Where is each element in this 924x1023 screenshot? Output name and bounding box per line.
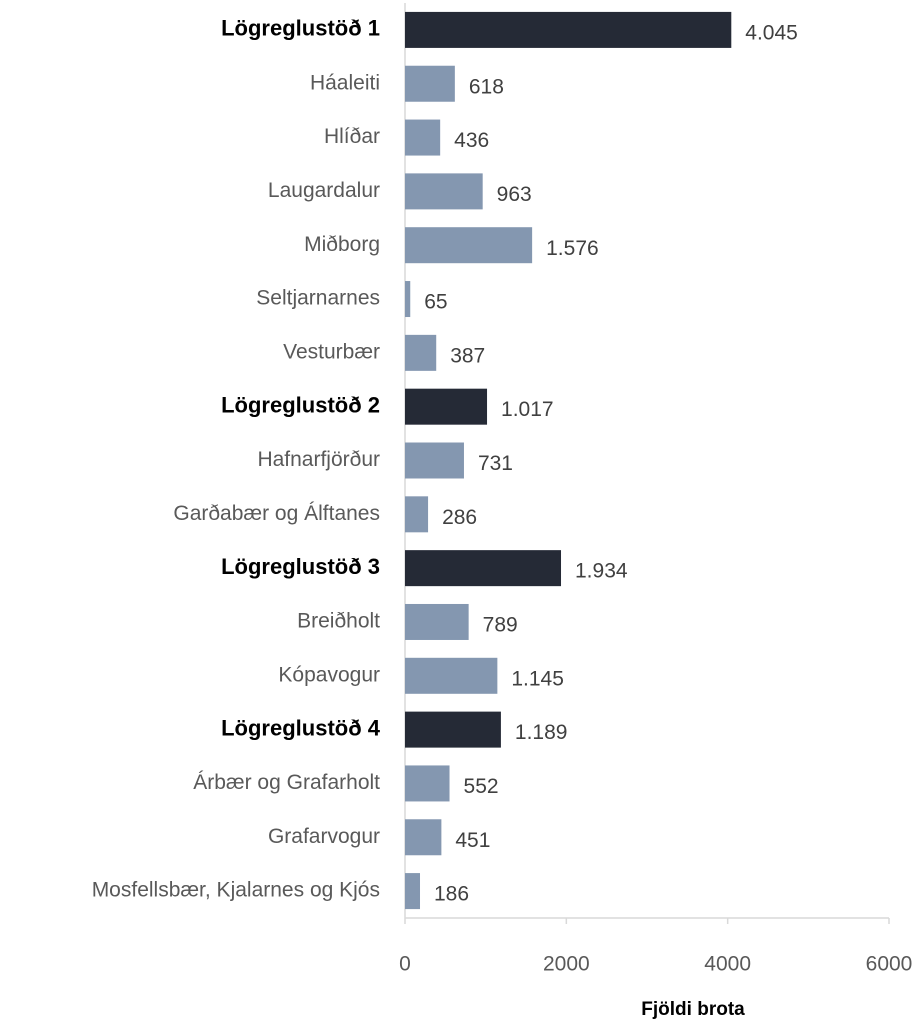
value-label: 451	[455, 829, 490, 852]
value-label: 963	[497, 183, 532, 206]
category-label: Kópavogur	[278, 663, 380, 686]
category-label: Seltjarnarnes	[256, 287, 380, 310]
category-label: Vesturbær	[283, 340, 380, 363]
x-tick-label: 2000	[543, 953, 590, 976]
value-label: 436	[454, 129, 489, 152]
value-label: 286	[442, 506, 477, 529]
category-label: Hafnarfjörður	[257, 448, 380, 471]
category-label: Breiðholt	[297, 610, 380, 633]
value-label: 618	[469, 75, 504, 98]
x-tick-label: 4000	[704, 953, 751, 976]
bar	[405, 603, 469, 640]
category-label: Miðborg	[304, 233, 380, 256]
value-label: 1.145	[511, 667, 564, 690]
value-label: 65	[424, 291, 447, 314]
value-label: 1.189	[515, 721, 568, 744]
bar	[405, 334, 437, 371]
bar	[405, 550, 562, 587]
bar	[405, 119, 441, 156]
bar	[405, 173, 483, 210]
bar	[405, 442, 464, 479]
value-label: 789	[483, 614, 518, 637]
value-label: 1.934	[575, 560, 628, 583]
value-label: 731	[478, 452, 513, 475]
x-axis-label: Fjöldi brota	[641, 999, 745, 1020]
category-label: Lögreglustöð 3	[221, 554, 380, 579]
category-label: Lögreglustöð 4	[221, 715, 381, 740]
bar	[405, 765, 450, 802]
bar	[405, 873, 421, 910]
value-label: 186	[434, 883, 469, 906]
x-tick-label: 0	[399, 953, 411, 976]
value-label: 552	[464, 775, 499, 798]
category-label: Lögreglustöð 1	[221, 16, 380, 41]
x-tick-label: 6000	[866, 953, 913, 976]
value-label: 4.045	[745, 21, 798, 44]
bar	[405, 388, 488, 425]
category-label: Hlíðar	[324, 125, 380, 148]
category-label: Mosfellsbær, Kjalarnes og Kjós	[92, 879, 380, 902]
bar	[405, 819, 442, 856]
bar	[405, 281, 411, 318]
bar	[405, 227, 533, 264]
bar	[405, 657, 498, 694]
bar	[405, 711, 501, 748]
category-label: Garðabær og Álftanes	[173, 502, 380, 525]
category-label: Lögreglustöð 2	[221, 392, 380, 417]
value-label: 1.017	[501, 398, 554, 421]
category-label: Háaleiti	[310, 71, 380, 94]
bar	[405, 11, 732, 48]
bar	[405, 65, 455, 102]
category-label: Árbær og Grafarholt	[193, 771, 380, 794]
category-label: Laugardalur	[268, 179, 380, 202]
value-label: 1.576	[546, 237, 599, 260]
value-label: 387	[450, 344, 485, 367]
category-label: Grafarvogur	[268, 825, 380, 848]
bar	[405, 496, 429, 533]
